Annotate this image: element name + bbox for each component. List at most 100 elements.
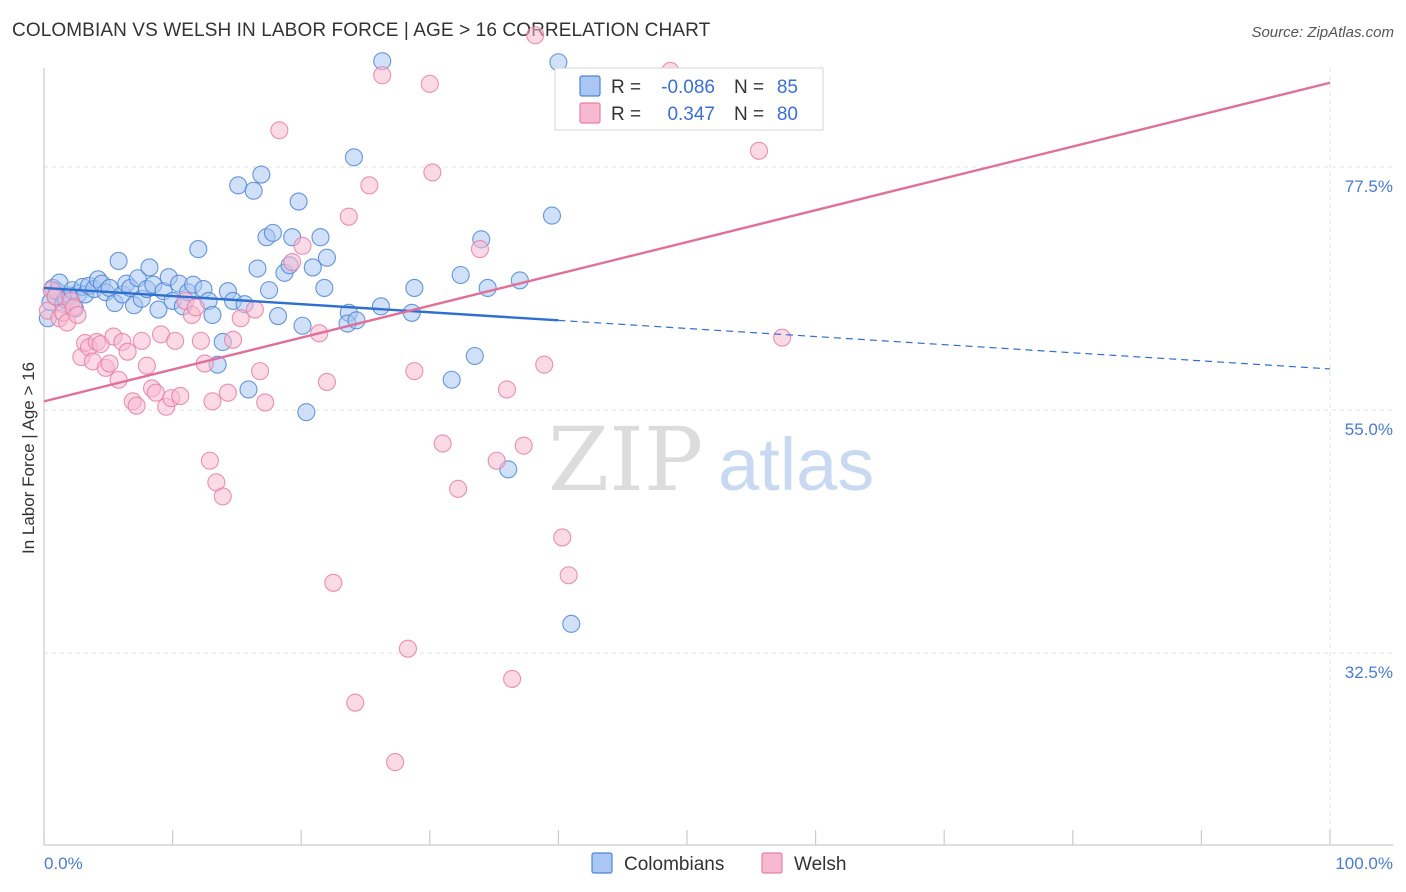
- welsh-point-37: [200, 451, 219, 470]
- stats-swatch-colombians: [579, 75, 601, 97]
- welsh-point-44: [245, 300, 264, 319]
- welsh-point-22: [127, 396, 146, 415]
- trend-lines: [43, 81, 1331, 403]
- colombians-point-74: [405, 278, 424, 298]
- welsh-point-34: [186, 298, 205, 317]
- welsh-point-20: [118, 342, 137, 361]
- stats-box: R = -0.086 N = 85 R = 0.347 N = 80: [554, 67, 824, 131]
- legend-swatch-colombians: [591, 852, 613, 874]
- welsh-point-66: [497, 380, 517, 399]
- colombians-point-31: [149, 300, 168, 319]
- welsh-point-54: [346, 693, 365, 712]
- welsh-point-45: [250, 362, 270, 381]
- welsh-point-59: [405, 362, 424, 381]
- welsh-point-56: [373, 66, 392, 85]
- welsh-point-71: [553, 528, 572, 547]
- welsh-point-26: [146, 383, 165, 402]
- stats-n-value-welsh: 80: [777, 104, 798, 125]
- welsh-point-65: [487, 451, 506, 470]
- welsh-point-62: [433, 434, 452, 453]
- welsh-point-24: [137, 356, 156, 375]
- colombians-point-51: [248, 259, 267, 278]
- colombians-point-47: [229, 176, 248, 195]
- colombians-point-42: [203, 305, 222, 325]
- colombians-point-81: [510, 271, 529, 290]
- welsh-point-51: [317, 372, 336, 391]
- stats-r-value-colombians: -0.086: [661, 77, 715, 98]
- welsh-point-2: [46, 287, 65, 306]
- colombians-point-52: [252, 165, 271, 184]
- stats-n-label-welsh: N =: [734, 104, 764, 125]
- welsh-point-8: [68, 305, 87, 325]
- welsh-point-48: [283, 252, 302, 272]
- colombians-point-21: [109, 251, 128, 271]
- axes: [43, 68, 1393, 846]
- welsh-point-53: [339, 207, 358, 226]
- welsh-point-70: [535, 355, 554, 374]
- legend: Colombians Welsh: [591, 852, 846, 875]
- legend-label-colombians: Colombians: [624, 854, 724, 875]
- welsh-point-75: [773, 328, 792, 347]
- colombians-point-69: [344, 148, 363, 167]
- welsh-point-38: [203, 392, 222, 411]
- colombians-point-61: [293, 316, 312, 335]
- welsh-point-23: [132, 331, 151, 350]
- colombians-point-77: [465, 346, 484, 366]
- welsh-point-43: [231, 309, 250, 328]
- y-tick-label-2: 55.0%: [1345, 420, 1393, 439]
- y-axis-ticks: 100.0%77.5%55.0%32.5%: [1345, 177, 1393, 682]
- welsh-point-18: [109, 370, 128, 389]
- welsh-point-35: [191, 331, 210, 350]
- x-tick-label-min: 0.0%: [44, 854, 83, 873]
- stats-swatch-welsh: [579, 102, 601, 124]
- stats-r-label-colombians: R =: [611, 77, 641, 98]
- x-axis-ticks: [43, 830, 1331, 845]
- welsh-point-68: [514, 436, 533, 455]
- welsh-point-72: [559, 566, 578, 585]
- series-welsh-points: [38, 26, 792, 772]
- colombians-point-56: [269, 306, 288, 326]
- colombians-point-84: [562, 614, 581, 633]
- colombians-point-29: [140, 258, 159, 277]
- colombians-point-76: [451, 265, 470, 285]
- welsh-point-42: [223, 330, 243, 349]
- colombians-point-65: [315, 278, 334, 298]
- welsh-point-60: [420, 74, 439, 93]
- welsh-point-41: [218, 383, 237, 402]
- source-label: Source: ZipAtlas.com: [1251, 24, 1394, 41]
- colombians-point-49: [239, 380, 258, 399]
- welsh-point-49: [293, 236, 312, 255]
- colombians-point-75: [442, 370, 461, 389]
- welsh-point-64: [470, 240, 490, 259]
- welsh-point-67: [503, 669, 522, 688]
- colombians-point-60: [289, 192, 308, 211]
- colombians-point-50: [244, 181, 263, 200]
- y-axis-title: In Labor Force | Age > 16: [19, 362, 38, 554]
- colombians-point-66: [317, 248, 336, 267]
- colombians-point-63: [303, 258, 322, 277]
- watermark: ZIP atlas: [548, 408, 874, 511]
- colombians-point-39: [189, 240, 208, 259]
- colombians-point-82: [542, 206, 562, 225]
- colombians-point-54: [259, 281, 279, 300]
- x-tick-label-max: 100.0%: [1335, 854, 1393, 873]
- legend-label-welsh: Welsh: [794, 854, 846, 875]
- welsh-trend-line: [43, 81, 1331, 403]
- stats-r-label-welsh: R =: [611, 104, 641, 125]
- colombians-point-64: [311, 228, 330, 247]
- y-tick-label-1: 77.5%: [1345, 177, 1393, 196]
- welsh-point-16: [100, 354, 119, 373]
- welsh-point-55: [360, 176, 379, 195]
- welsh-point-30: [166, 331, 185, 350]
- colombians-point-62: [297, 403, 316, 422]
- welsh-point-69: [526, 26, 545, 45]
- colombians-trend-extension: [558, 319, 1331, 370]
- welsh-point-47: [270, 121, 289, 140]
- watermark-atlas: atlas: [718, 423, 874, 506]
- legend-swatch-welsh: [761, 852, 783, 874]
- stats-r-value-welsh: 0.347: [667, 104, 715, 125]
- stats-n-label-colombians: N =: [734, 77, 764, 98]
- colombians-trend-line: [43, 286, 559, 322]
- welsh-point-31: [171, 386, 190, 406]
